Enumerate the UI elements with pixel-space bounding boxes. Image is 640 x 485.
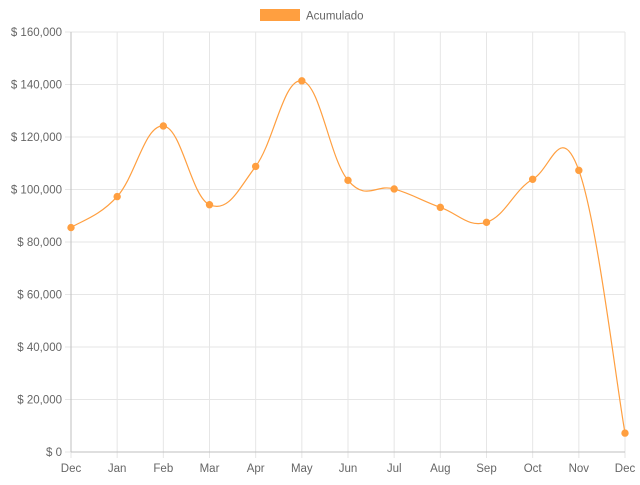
y-axis-tick-label: $ 0 (46, 447, 62, 459)
x-axis-tick-label: Jul (387, 463, 402, 475)
x-axis-tick-label: Mar (200, 463, 220, 475)
data-point-jan-1[interactable] (113, 192, 121, 201)
x-axis-tick-label: Aug (430, 463, 450, 475)
data-point-oct-10[interactable] (528, 175, 537, 183)
x-axis-tick-label: Sep (476, 463, 496, 475)
y-axis-tick-labels: $ 0 $ 20,000 $ 40,000 $ 60,000 $ 80,000 $ 100… (11, 27, 62, 459)
y-axis-tick-label: $ 100,000 (11, 185, 62, 197)
data-point-dec-12[interactable] (621, 429, 629, 437)
x-axis-tick-labels: Dec Jan Feb Mar Apr May Jun Jul Aug Sep Oct Nov Dec (61, 463, 636, 475)
data-point-apr-4[interactable] (251, 162, 260, 171)
data-point-aug-8[interactable] (436, 203, 445, 212)
x-axis-tick-label: Nov (569, 463, 590, 475)
data-point-jul-7[interactable] (390, 185, 398, 193)
legend-label-acumulado[interactable]: Acumulado (306, 11, 364, 23)
y-axis-tick-label: $ 60,000 (17, 290, 62, 302)
y-axis-tick-label: $ 120,000 (11, 132, 62, 144)
x-axis-tick-label: Jan (108, 463, 127, 475)
x-axis-tick-label: Apr (247, 463, 265, 475)
x-axis-tick-label: Feb (153, 463, 173, 475)
legend-swatch-acumulado[interactable] (260, 9, 300, 21)
grid-lines (65, 31, 626, 458)
x-axis-tick-label: Oct (524, 463, 543, 475)
x-axis-tick-label: Dec (61, 463, 82, 475)
y-axis-tick-label: $ 160,000 (11, 27, 62, 39)
legend[interactable]: Acumulado (260, 9, 364, 23)
data-point-sep-9[interactable] (482, 218, 491, 227)
data-point-nov-11[interactable] (575, 166, 583, 175)
y-axis-tick-label: $ 80,000 (17, 237, 62, 249)
y-axis-tick-label: $ 140,000 (11, 80, 62, 92)
y-axis-tick-label: $ 40,000 (17, 342, 62, 354)
x-axis-tick-label: Jun (339, 463, 358, 475)
data-point-dec-0[interactable] (67, 223, 75, 232)
axes (70, 32, 625, 453)
data-point-may-5[interactable] (298, 77, 306, 85)
x-axis-tick-label: May (291, 463, 313, 475)
data-point-feb-2[interactable] (159, 122, 168, 130)
data-point-jun-6[interactable] (344, 176, 352, 185)
y-axis-tick-label: $ 20,000 (17, 395, 62, 407)
series-layer (67, 77, 629, 437)
x-axis-tick-label: Dec (615, 463, 636, 475)
data-point-mar-3[interactable] (205, 201, 214, 209)
